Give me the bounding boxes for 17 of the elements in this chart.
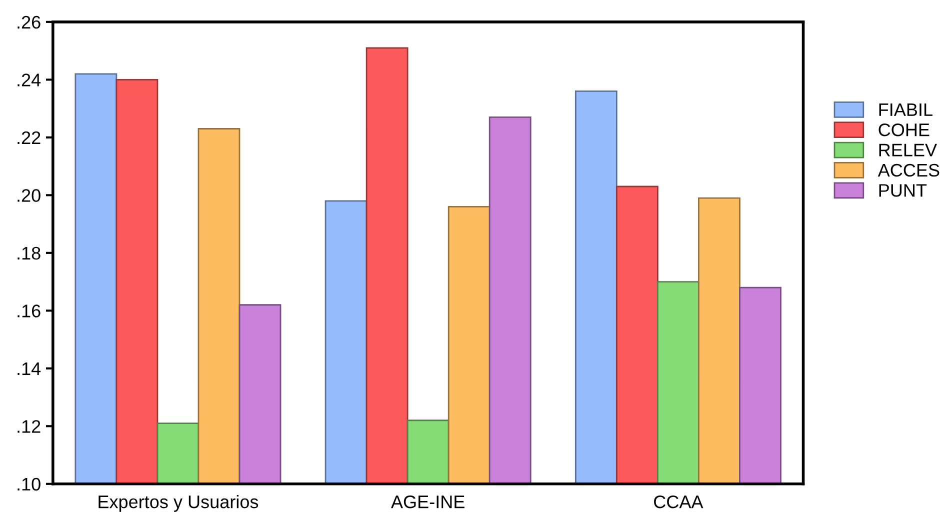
y-tick-label: .12 bbox=[18, 420, 40, 433]
y-tick-label: .16 bbox=[18, 304, 40, 318]
x-tick-label: Expertos y Usuarios bbox=[98, 495, 258, 512]
y-tick-label: .10 bbox=[18, 478, 40, 491]
legend-label: PUNT bbox=[879, 184, 927, 197]
y-tick-label: .22 bbox=[18, 131, 40, 144]
legend-label: COHE bbox=[878, 123, 930, 136]
y-tick-label: .18 bbox=[18, 246, 40, 260]
y-tick-label: .26 bbox=[18, 16, 40, 29]
x-tick-label: CCAA bbox=[654, 495, 704, 508]
legend-label: RELEV bbox=[879, 144, 937, 156]
x-tick-label: AGE-INE bbox=[391, 495, 464, 508]
y-tick-label: .20 bbox=[18, 189, 40, 202]
legend-label: FIABIL bbox=[879, 103, 932, 116]
y-tick-label: .24 bbox=[18, 74, 41, 86]
legend-label: ACCES bbox=[878, 164, 940, 177]
y-tick-label: .14 bbox=[18, 362, 41, 375]
